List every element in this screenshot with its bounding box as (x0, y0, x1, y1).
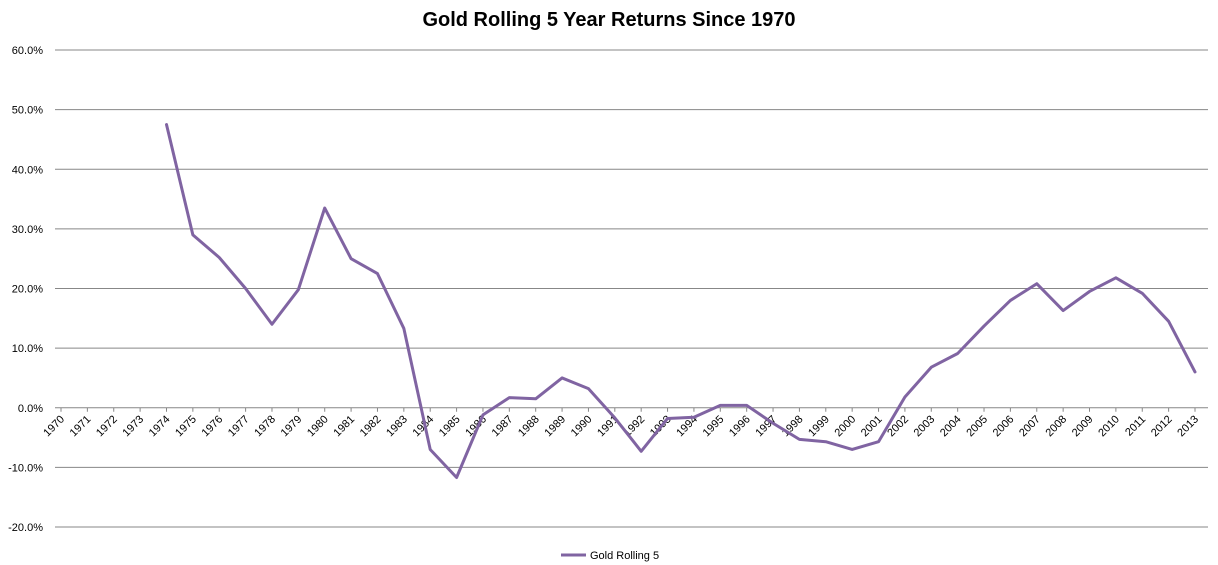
x-tick-label: 1971 (68, 413, 94, 439)
x-tick-label: 2000 (832, 413, 858, 439)
x-tick-label: 2007 (1017, 413, 1043, 439)
y-tick-label: 30.0% (12, 224, 43, 236)
x-tick-label: 1980 (305, 413, 331, 439)
series-line (164, 123, 1197, 480)
y-tick-label: -10.0% (8, 462, 43, 474)
y-tick-label: 60.0% (12, 45, 43, 57)
x-tick-label: 1976 (200, 413, 226, 439)
x-tick-label: 1975 (173, 413, 199, 439)
x-tick-label: 1988 (516, 413, 542, 439)
x-tick-label: 1989 (542, 413, 568, 439)
x-tick-label: 2012 (1149, 413, 1175, 439)
series-layer (164, 123, 1197, 480)
y-tick-label: 0.0% (18, 403, 43, 415)
x-tick-label: 2004 (938, 413, 964, 439)
x-tick-label: 2013 (1175, 413, 1201, 439)
x-tick-label: 2003 (912, 413, 938, 439)
x-tick-label: 1986 (463, 413, 489, 439)
x-tick-label: 1999 (806, 413, 832, 439)
x-tick-label: 2011 (1123, 413, 1148, 438)
y-tick-label: 20.0% (12, 284, 43, 296)
x-tick-label: 1996 (727, 413, 753, 439)
x-tick-label: 1977 (226, 413, 252, 439)
x-tick-label: 1973 (120, 413, 146, 439)
x-axis-ticks: 1970 1971 1972 1973 1974 1975 1976 1977 1978 1979… (41, 407, 1201, 439)
y-axis-ticks: 60.0% 50.0% 40.0% 30.0% 20.0% 10.0% 0.0% -10.0%… (8, 45, 43, 534)
x-tick-label: 2006 (991, 413, 1017, 439)
x-tick-label: 1979 (279, 413, 305, 439)
x-tick-label: 1981 (331, 413, 357, 439)
x-tick-label: 2008 (1043, 413, 1069, 439)
y-tick-label: 50.0% (12, 105, 43, 117)
legend-label: Gold Rolling 5 (590, 550, 659, 562)
x-tick-label: 2010 (1096, 413, 1122, 439)
x-tick-label: 1972 (94, 413, 120, 439)
x-tick-label: 1987 (490, 413, 516, 439)
x-tick-label: 1991 (595, 413, 621, 439)
x-tick-label: 1990 (569, 413, 595, 439)
x-tick-label: 1982 (358, 413, 384, 439)
x-tick-label: 1983 (384, 413, 410, 439)
chart-title: Gold Rolling 5 Year Returns Since 1970 (422, 9, 795, 31)
y-tick-label: 10.0% (12, 343, 43, 355)
y-tick-label: -20.0% (8, 522, 43, 534)
x-tick-label: 2005 (964, 413, 990, 439)
legend: Gold Rolling 5 (561, 550, 659, 562)
x-tick-label: 1974 (147, 413, 173, 439)
x-tick-label: 1985 (437, 413, 463, 439)
x-tick-label: 2009 (1070, 413, 1096, 439)
x-tick-label: 1978 (252, 413, 278, 439)
x-tick-label: 1970 (41, 413, 67, 439)
gridlines (55, 49, 1208, 528)
y-tick-label: 40.0% (12, 164, 43, 176)
x-tick-label: 1995 (701, 413, 727, 439)
x-tick-label: 1992 (622, 413, 648, 439)
